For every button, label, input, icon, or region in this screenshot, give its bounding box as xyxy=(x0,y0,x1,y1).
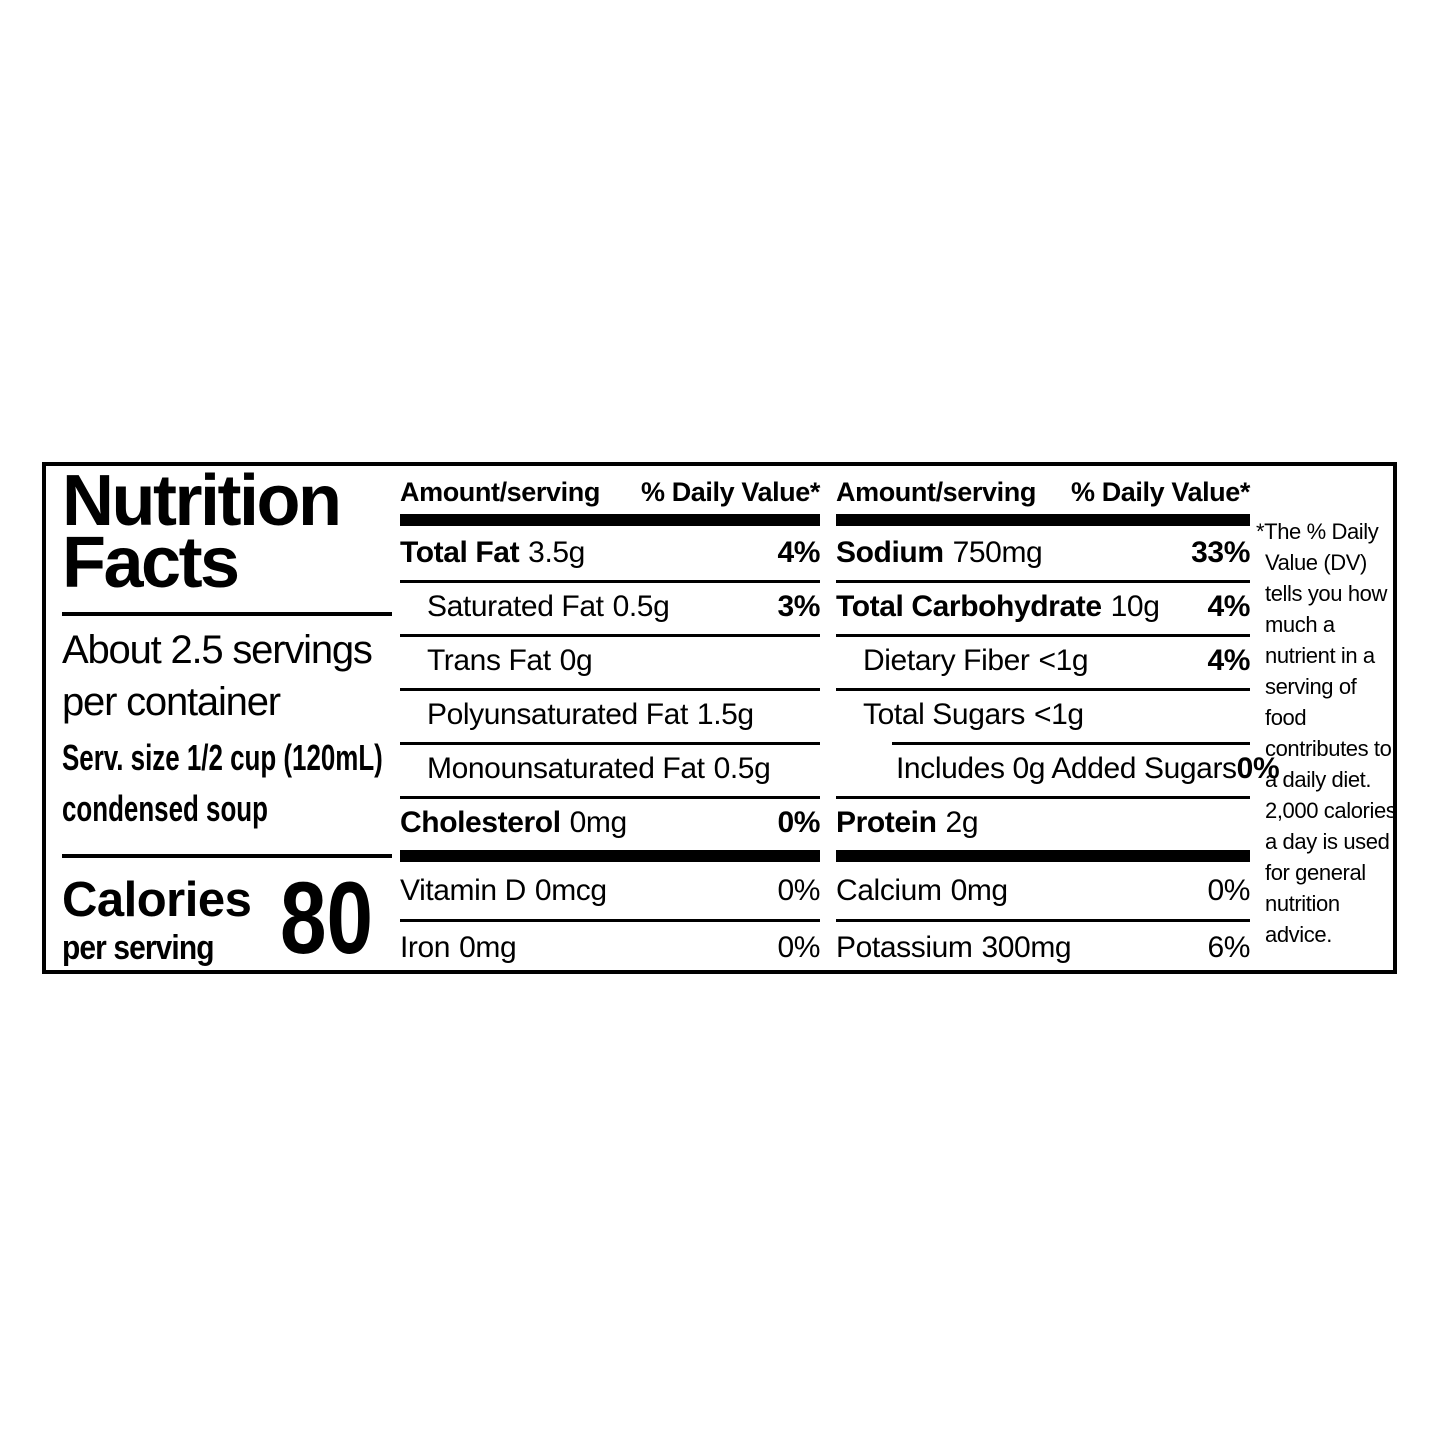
nutrient-name: Cholesterol xyxy=(400,806,561,839)
nutrient-name: Total Fat xyxy=(400,536,520,569)
nutrient-name: Includes 0g Added Sugars xyxy=(896,752,1237,785)
nutrient-amount: 750mg xyxy=(952,536,1043,569)
servings-per-container: About 2.5 servings per container xyxy=(62,624,373,728)
nutrient-row-added-sugars: Includes 0g Added Sugars 0% xyxy=(836,742,1280,796)
nutrient-name: Potassium xyxy=(836,930,973,964)
nutrient-row-potassium: Potassium 300mg 6% xyxy=(836,919,1250,976)
nutrient-amount: 0.5g xyxy=(612,590,670,623)
nutrient-row-vitamin-d: Vitamin D 0mcg 0% xyxy=(400,862,820,919)
calories-sublabel: per serving xyxy=(62,929,215,967)
nutrient-dv: 4% xyxy=(777,536,820,569)
nutrient-amount: 2g xyxy=(945,806,979,839)
nutrient-row-polyunsaturated-fat: Polyunsaturated Fat 1.5g xyxy=(400,688,820,742)
nutrient-amount: 0mcg xyxy=(534,873,607,907)
nutrient-row-sodium: Sodium 750mg 33% xyxy=(836,526,1250,580)
nutrient-dv: 0% xyxy=(777,873,820,907)
nutrient-amount: 1.5g xyxy=(696,698,754,731)
nutrition-facts-title: Nutrition Facts xyxy=(62,461,342,603)
column-header: Amount/serving % Daily Value* xyxy=(400,470,820,514)
nutrient-amount: 0.5g xyxy=(713,752,771,785)
calories-value: 80 xyxy=(280,861,374,975)
nutrient-name: Calcium xyxy=(836,873,942,907)
nutrient-row-trans-fat: Trans Fat 0g xyxy=(400,634,820,688)
nutrient-row-protein: Protein 2g xyxy=(836,796,1250,850)
servings-line-1: About 2.5 servings xyxy=(62,628,373,672)
nutrient-row-monounsaturated-fat: Monounsaturated Fat 0.5g xyxy=(400,742,820,796)
nutrient-dv: 33% xyxy=(1191,536,1250,569)
section-bar xyxy=(836,514,1250,526)
amount-serving-header: Amount/serving xyxy=(836,477,1036,507)
nutrient-row-cholesterol: Cholesterol 0mg 0% xyxy=(400,796,820,850)
daily-value-header: % Daily Value* xyxy=(641,477,820,507)
calories-divider-rule xyxy=(62,854,392,858)
nutrient-name: Monounsaturated Fat xyxy=(427,752,705,785)
nutrition-facts-label: Nutrition Facts About 2.5 servings per c… xyxy=(42,462,1397,974)
nutrient-amount: 0g xyxy=(559,644,593,677)
nutrient-amount: 300mg xyxy=(981,930,1072,964)
daily-value-footnote: *The % Daily Value (DV) tells you how mu… xyxy=(1256,519,1397,947)
nutrient-amount: 10g xyxy=(1110,590,1160,623)
nutrient-name: Total Sugars xyxy=(863,698,1025,731)
nutrient-amount: 0mg xyxy=(459,930,517,964)
nutrient-column-right: Amount/serving % Daily Value* Sodium 750… xyxy=(836,470,1280,976)
nutrient-dv: 4% xyxy=(1207,590,1250,623)
nutrient-dv: 3% xyxy=(777,590,820,623)
nutrient-dv: 0% xyxy=(777,806,820,839)
nutrient-amount: 0mg xyxy=(950,873,1009,907)
nutrient-row-total-fat: Total Fat 3.5g 4% xyxy=(400,526,820,580)
calories-section: Calories per serving xyxy=(62,872,252,968)
nutrient-dv: 0% xyxy=(777,930,820,964)
servings-line-2: per container xyxy=(62,680,281,724)
nutrient-name: Trans Fat xyxy=(427,644,551,677)
nutrient-dv: 4% xyxy=(1207,644,1250,677)
serving-size: Serv. size 1/2 cup (120mL) condensed sou… xyxy=(62,732,508,834)
serving-size-line-1: Serv. size 1/2 cup (120mL) xyxy=(62,737,383,778)
nutrient-dv: 0% xyxy=(1207,873,1250,907)
section-bar xyxy=(836,850,1250,862)
nutrient-amount: 0mg xyxy=(569,806,628,839)
nutrient-amount: <1g xyxy=(1033,698,1084,731)
nutrient-name: Protein xyxy=(836,806,937,839)
section-bar xyxy=(400,850,820,862)
nutrient-name: Dietary Fiber xyxy=(863,644,1030,677)
nutrient-row-dietary-fiber: Dietary Fiber <1g 4% xyxy=(836,634,1250,688)
title-line-1: Nutrition xyxy=(62,461,342,541)
nutrient-amount: 3.5g xyxy=(528,536,585,569)
section-bar xyxy=(400,514,820,526)
nutrient-dv: 6% xyxy=(1207,930,1250,964)
nutrient-row-iron: Iron 0mg 0% xyxy=(400,919,820,976)
column-header: Amount/serving % Daily Value* xyxy=(836,470,1250,514)
nutrient-name: Sodium xyxy=(836,536,944,569)
title-divider-rule xyxy=(62,612,392,616)
title-line-2: Facts xyxy=(62,523,240,603)
nutrient-row-saturated-fat: Saturated Fat 0.5g 3% xyxy=(400,580,820,634)
nutrient-row-total-sugars: Total Sugars <1g xyxy=(836,688,1250,742)
calories-label: Calories xyxy=(62,873,252,927)
serving-size-line-2: condensed soup xyxy=(62,788,268,829)
nutrient-amount: <1g xyxy=(1038,644,1089,677)
nutrient-name: Polyunsaturated Fat xyxy=(427,698,688,731)
amount-serving-header: Amount/serving xyxy=(400,477,600,507)
nutrient-name: Total Carbohydrate xyxy=(836,590,1102,623)
nutrient-column-left: Amount/serving % Daily Value* Total Fat … xyxy=(400,470,820,976)
nutrient-dv: 0% xyxy=(1236,752,1280,785)
daily-value-header: % Daily Value* xyxy=(1071,477,1250,507)
nutrient-name: Saturated Fat xyxy=(427,590,604,623)
nutrient-name: Vitamin D xyxy=(400,873,526,907)
nutrient-name: Iron xyxy=(400,930,451,964)
nutrient-row-total-carbohydrate: Total Carbohydrate 10g 4% xyxy=(836,580,1250,634)
nutrient-row-calcium: Calcium 0mg 0% xyxy=(836,862,1250,919)
